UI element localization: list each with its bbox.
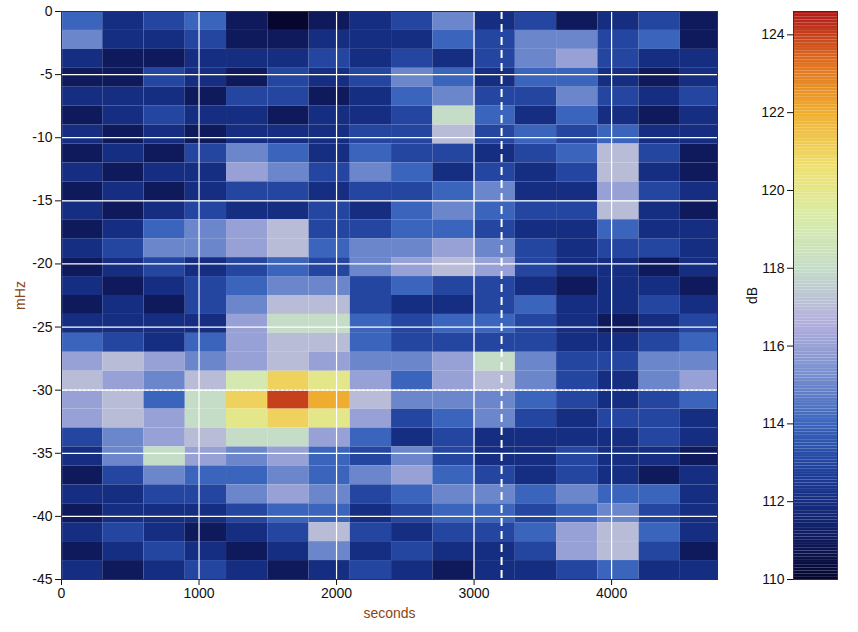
svg-text:0: 0: [45, 3, 53, 19]
svg-text:-45: -45: [32, 571, 52, 587]
svg-text:0: 0: [58, 585, 66, 601]
svg-text:-30: -30: [32, 382, 52, 398]
svg-text:seconds: seconds: [363, 605, 415, 621]
svg-text:2000: 2000: [321, 585, 352, 601]
svg-text:118: 118: [762, 260, 785, 276]
svg-text:-20: -20: [32, 255, 52, 271]
svg-text:112: 112: [762, 493, 785, 509]
svg-text:-40: -40: [32, 508, 52, 524]
svg-text:3000: 3000: [459, 585, 490, 601]
svg-text:114: 114: [762, 415, 785, 431]
svg-text:-35: -35: [32, 445, 52, 461]
svg-text:mHz: mHz: [12, 281, 28, 310]
svg-text:4000: 4000: [596, 585, 627, 601]
svg-text:110: 110: [762, 571, 785, 587]
svg-text:-10: -10: [32, 129, 52, 145]
svg-text:dB: dB: [744, 287, 760, 304]
svg-text:-25: -25: [32, 319, 52, 335]
svg-text:120: 120: [761, 182, 785, 198]
svg-text:1000: 1000: [183, 585, 214, 601]
svg-text:116: 116: [762, 338, 785, 354]
svg-text:122: 122: [761, 104, 785, 120]
svg-text:-15: -15: [32, 192, 52, 208]
svg-text:124: 124: [761, 26, 785, 42]
svg-text:-5: -5: [40, 66, 53, 82]
